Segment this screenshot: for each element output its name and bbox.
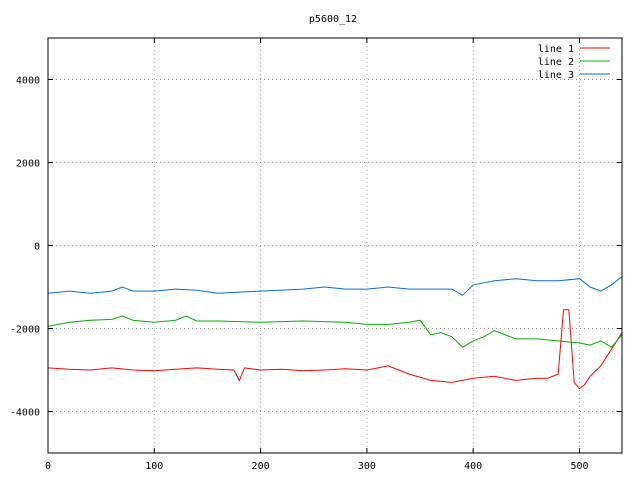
series-line-1 (47, 309, 623, 390)
series-line-3 (47, 276, 623, 296)
legend-label: line 3 (538, 70, 574, 81)
plot-frame (47, 37, 623, 454)
x-tick-label: 100 (145, 461, 163, 472)
y-tick-label: 4000 (16, 76, 40, 87)
x-tick-label: 500 (570, 461, 588, 472)
y-tick-label: 0 (34, 242, 40, 253)
x-tick-label: 300 (358, 461, 376, 472)
series-group (47, 276, 623, 390)
x-tick-label: 0 (45, 461, 51, 472)
chart-title: p5600_12 (309, 14, 357, 25)
x-tick-label: 200 (252, 461, 270, 472)
y-tick-label: 2000 (16, 159, 40, 170)
y-tick-label: -4000 (10, 408, 40, 419)
legend-label: line 2 (538, 57, 574, 68)
series-line-2 (47, 315, 623, 348)
grid (48, 38, 622, 453)
ticks: 0 100 200 300 400 500 -4000 -2000 0 2000 4000 (10, 38, 622, 472)
legend: line 1 line 2 line 3 (538, 44, 610, 81)
x-tick-label: 400 (464, 461, 482, 472)
legend-label: line 1 (538, 44, 574, 55)
y-tick-label: -2000 (10, 325, 40, 336)
